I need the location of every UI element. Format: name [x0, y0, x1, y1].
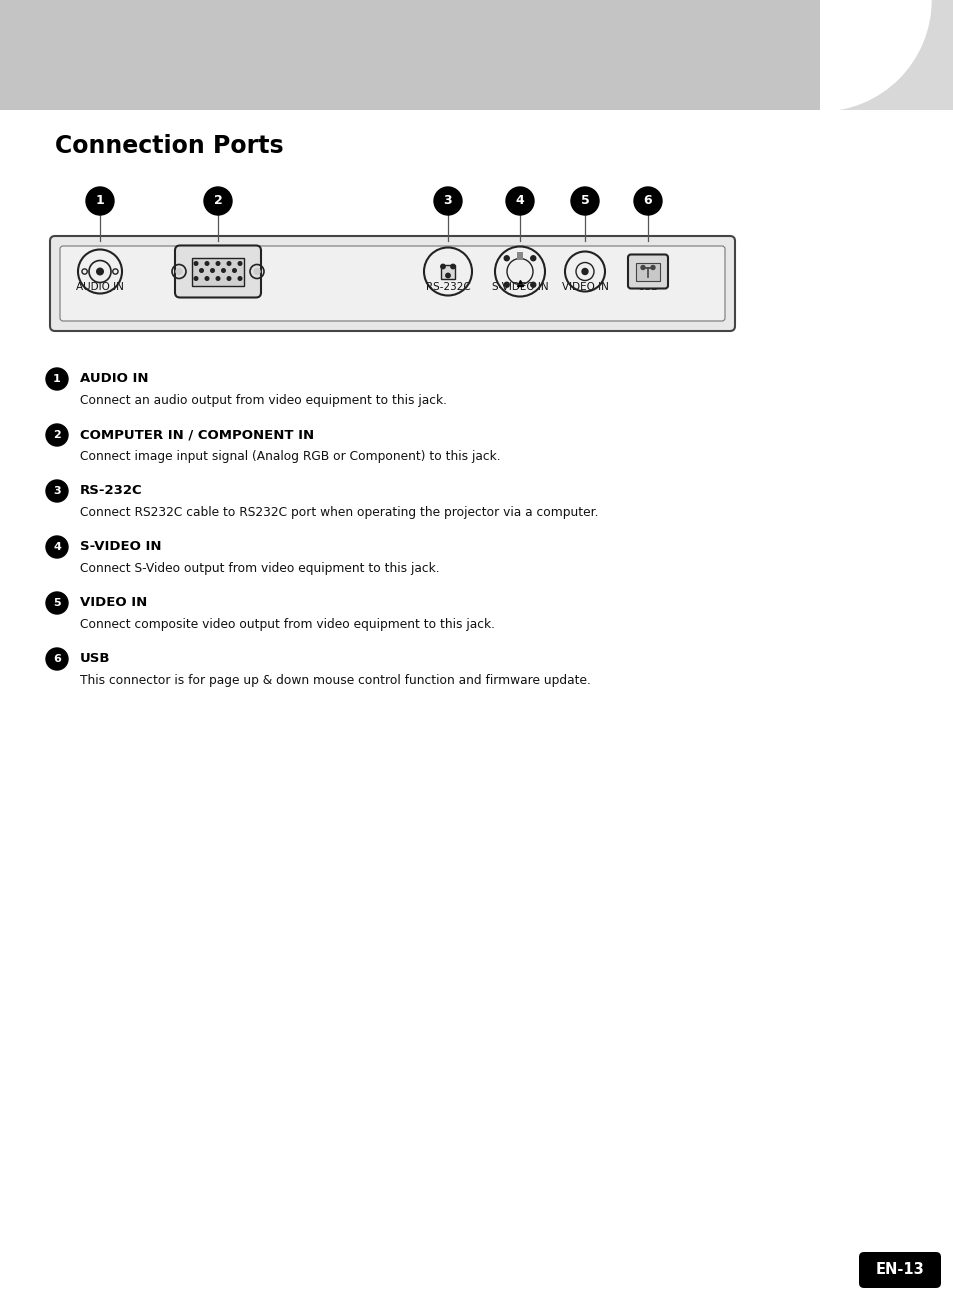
- Circle shape: [46, 480, 68, 502]
- Circle shape: [434, 187, 461, 215]
- Circle shape: [451, 264, 455, 269]
- Circle shape: [634, 187, 661, 215]
- Circle shape: [504, 256, 509, 260]
- Circle shape: [227, 277, 231, 280]
- Bar: [517, 252, 522, 259]
- Text: USB: USB: [80, 653, 111, 666]
- Bar: [55, 239, 729, 251]
- Circle shape: [175, 268, 182, 275]
- Circle shape: [505, 187, 534, 215]
- Circle shape: [581, 268, 587, 275]
- Wedge shape: [820, 0, 929, 111]
- Circle shape: [504, 282, 509, 288]
- Circle shape: [46, 424, 68, 446]
- Circle shape: [86, 187, 113, 215]
- Bar: [440, 264, 455, 278]
- Circle shape: [96, 268, 103, 275]
- Circle shape: [46, 536, 68, 558]
- Circle shape: [227, 262, 231, 265]
- Circle shape: [238, 277, 241, 280]
- FancyBboxPatch shape: [60, 246, 724, 321]
- Circle shape: [216, 277, 219, 280]
- Text: 5: 5: [580, 195, 589, 207]
- Text: Connect composite video output from video equipment to this jack.: Connect composite video output from vide…: [80, 618, 495, 631]
- Text: S-VIDEO IN: S-VIDEO IN: [491, 282, 548, 291]
- Text: Connect S-Video output from video equipment to this jack.: Connect S-Video output from video equipm…: [80, 562, 439, 575]
- Circle shape: [221, 269, 225, 272]
- Circle shape: [216, 262, 219, 265]
- Circle shape: [640, 265, 644, 269]
- Text: 2: 2: [213, 195, 222, 207]
- Text: 3: 3: [53, 487, 61, 496]
- Text: 4: 4: [515, 195, 524, 207]
- Text: 3: 3: [443, 195, 452, 207]
- Circle shape: [194, 262, 197, 265]
- Text: S-VIDEO IN: S-VIDEO IN: [80, 540, 161, 553]
- Circle shape: [440, 264, 445, 269]
- Circle shape: [199, 269, 203, 272]
- Circle shape: [46, 368, 68, 390]
- Text: 6: 6: [53, 654, 61, 664]
- Text: 2: 2: [53, 431, 61, 440]
- FancyBboxPatch shape: [858, 1252, 940, 1288]
- Circle shape: [530, 256, 536, 260]
- Circle shape: [650, 265, 655, 269]
- Text: AUDIO IN: AUDIO IN: [76, 282, 124, 291]
- Text: VIDEO IN: VIDEO IN: [80, 596, 147, 609]
- Text: Connect image input signal (Analog RGB or Component) to this jack.: Connect image input signal (Analog RGB o…: [80, 450, 500, 463]
- Bar: [820, 0, 953, 111]
- Circle shape: [233, 269, 236, 272]
- Circle shape: [205, 262, 209, 265]
- Text: Connect RS232C cable to RS232C port when operating the projector via a computer.: Connect RS232C cable to RS232C port when…: [80, 506, 598, 519]
- Circle shape: [46, 648, 68, 670]
- Text: Connect an audio output from video equipment to this jack.: Connect an audio output from video equip…: [80, 394, 447, 407]
- Text: VIDEO IN: VIDEO IN: [561, 282, 608, 291]
- FancyBboxPatch shape: [192, 258, 244, 285]
- Circle shape: [445, 273, 450, 277]
- Text: 5: 5: [53, 598, 61, 608]
- FancyBboxPatch shape: [174, 246, 261, 298]
- FancyBboxPatch shape: [50, 235, 734, 330]
- Text: Connection Ports: Connection Ports: [55, 134, 283, 157]
- Circle shape: [211, 269, 214, 272]
- Text: EN-13: EN-13: [875, 1262, 923, 1278]
- Text: COMPUTER IN / COMPONENT IN: COMPUTER IN / COMPONENT IN: [80, 428, 314, 441]
- FancyBboxPatch shape: [627, 255, 667, 289]
- Bar: [636, 263, 659, 281]
- Circle shape: [205, 277, 209, 280]
- Circle shape: [571, 187, 598, 215]
- Circle shape: [530, 282, 536, 288]
- Circle shape: [194, 277, 197, 280]
- Circle shape: [204, 187, 232, 215]
- Circle shape: [46, 592, 68, 614]
- Text: 1: 1: [53, 373, 61, 384]
- Text: RS-232C: RS-232C: [425, 282, 470, 291]
- Bar: [0, 0, 820, 111]
- Text: 4: 4: [53, 543, 61, 552]
- Text: AUDIO IN: AUDIO IN: [80, 372, 149, 385]
- Text: 6: 6: [643, 195, 652, 207]
- Text: USB: USB: [637, 282, 658, 291]
- Text: RS-232C: RS-232C: [80, 484, 143, 497]
- Circle shape: [253, 268, 260, 275]
- Text: This connector is for page up & down mouse control function and firmware update.: This connector is for page up & down mou…: [80, 674, 590, 687]
- Circle shape: [238, 262, 241, 265]
- Text: 1: 1: [95, 195, 104, 207]
- Text: COMPUTER IN
/ COMPONENT IN: COMPUTER IN / COMPONENT IN: [173, 271, 262, 291]
